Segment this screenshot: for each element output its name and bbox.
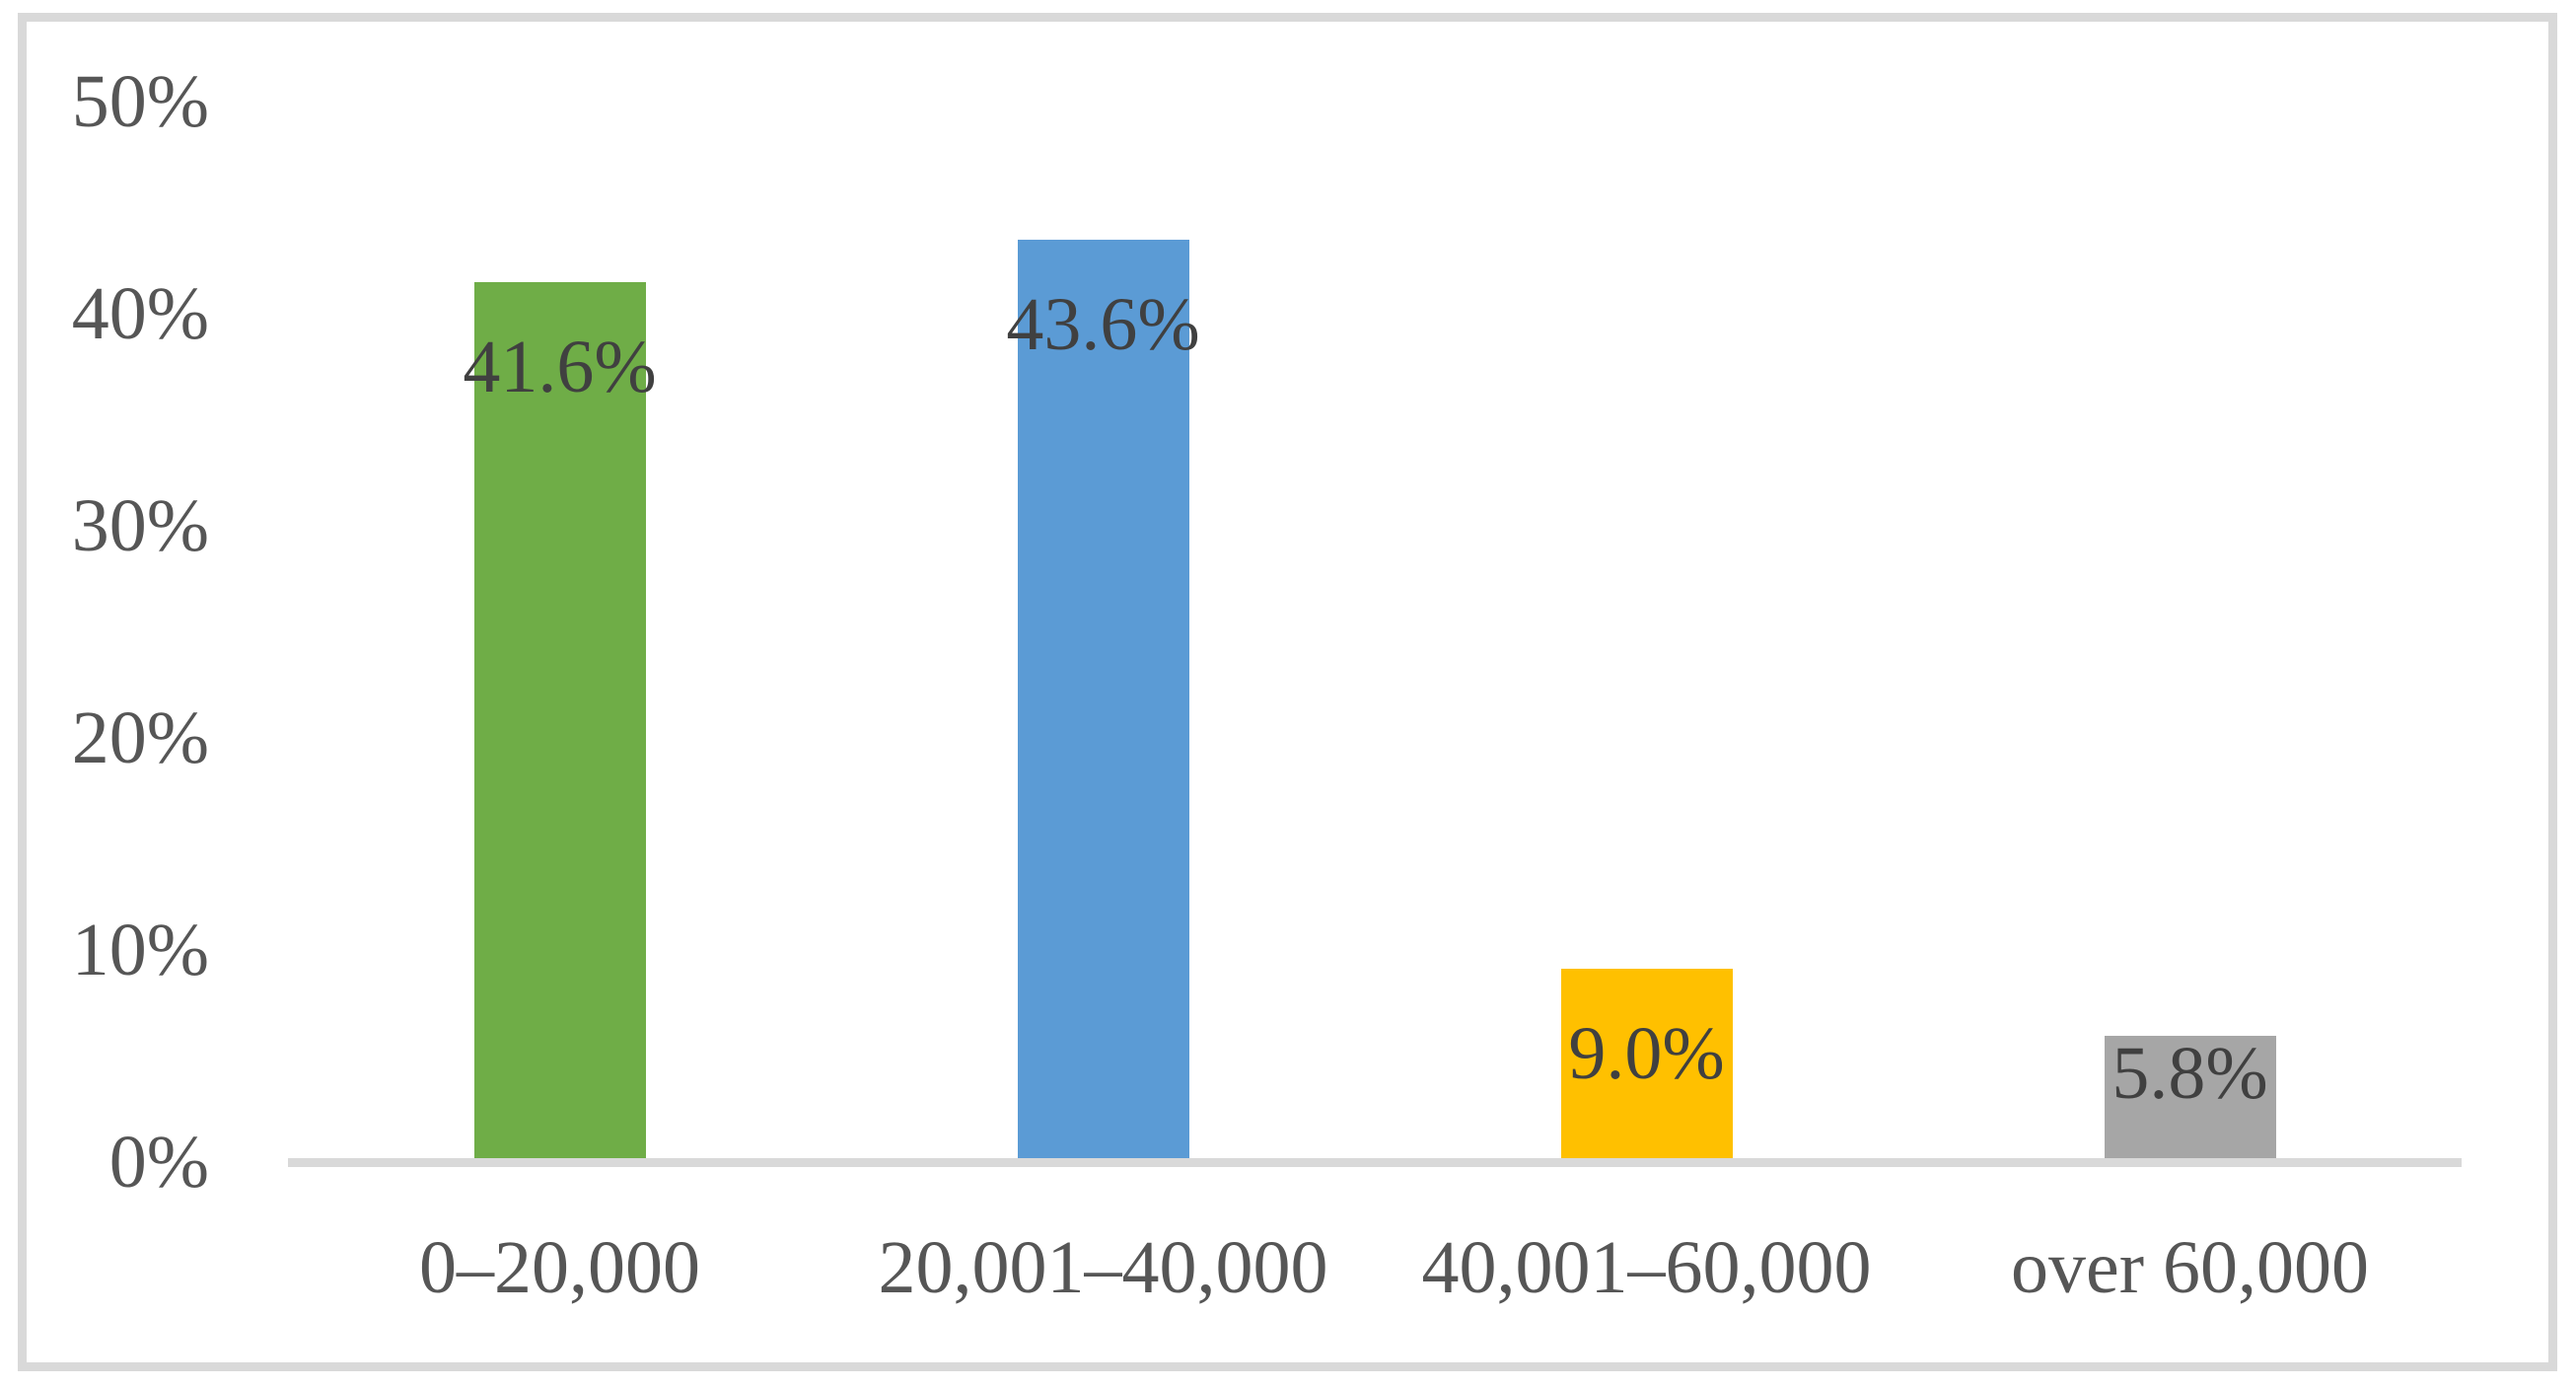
bar-3 [1561, 969, 1733, 1158]
x-axis-line [288, 1158, 2462, 1167]
bar-data-label: 9.0% [1568, 1012, 1725, 1095]
y-tick-label: 0% [108, 1121, 209, 1204]
x-category-label: 40,001–60,000 [1421, 1226, 1872, 1309]
y-tick-label: 20% [71, 696, 209, 779]
chart-border-frame [18, 13, 2557, 1371]
bar-2 [1018, 240, 1189, 1158]
y-tick-label: 50% [71, 60, 209, 143]
y-tick-label: 10% [71, 909, 209, 991]
y-tick-label: 40% [71, 272, 209, 355]
bar-1 [474, 282, 646, 1158]
x-category-label: 0–20,000 [419, 1226, 700, 1309]
bar-4 [2105, 1036, 2276, 1158]
x-category-label: 20,001–40,000 [878, 1226, 1328, 1309]
y-tick-label: 30% [71, 484, 209, 567]
x-category-label: over 60,000 [2010, 1226, 2370, 1309]
bar-data-label: 43.6% [1006, 283, 1200, 366]
bar-data-label: 5.8% [2111, 1032, 2268, 1115]
bar-data-label: 41.6% [463, 326, 657, 408]
